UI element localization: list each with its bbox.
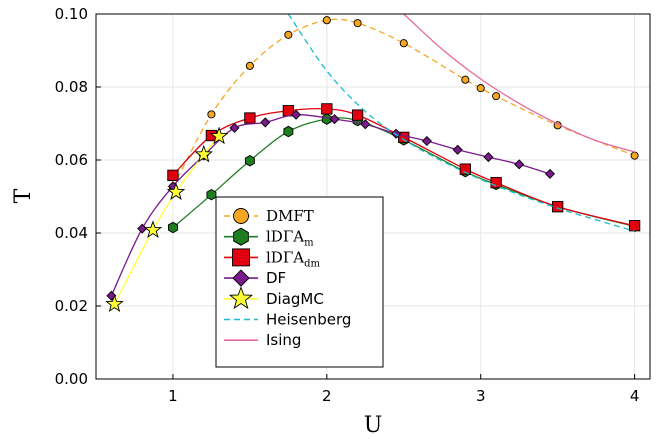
data-point-df: [360, 119, 371, 130]
data-point-dmft: [476, 84, 485, 93]
data-point-df: [421, 135, 432, 147]
legend-label-heisenberg: Heisenberg: [266, 311, 351, 329]
data-point-ld-a-m: [321, 113, 332, 125]
series-ising: [403, 14, 635, 153]
data-point-ld-a-dm: [167, 169, 179, 181]
data-point-ld-a-m: [244, 155, 255, 167]
y-tick-label: 0.10: [55, 5, 88, 23]
data-point-diagmc: [143, 220, 163, 238]
x-axis-title: U: [364, 413, 383, 438]
data-point-dmft: [245, 61, 254, 70]
data-point-ld-a-dm: [351, 109, 364, 121]
data-point-ld-a-m: [206, 188, 217, 201]
data-point-dmft: [353, 19, 362, 28]
data-point-ld-a-dm: [628, 220, 641, 232]
data-point-diagmc: [105, 294, 124, 313]
data-point-dmft: [492, 92, 501, 101]
legend-label-ld-a-dm: lDΓAdm: [266, 248, 320, 269]
data-point-df: [229, 122, 240, 133]
legend-label-subscript: dm: [304, 258, 320, 269]
data-point-diagmc: [166, 182, 186, 200]
plot-frame: [95, 13, 651, 380]
data-point-df: [514, 159, 525, 170]
data-point-dmft: [399, 39, 408, 48]
data-point-diagmc: [194, 144, 213, 163]
legend-marker-ld-a-dm: [232, 248, 250, 267]
legend-label-subscript: m: [304, 238, 314, 249]
legend-marker-ld-a-m: [233, 227, 249, 246]
data-point-ld-a-dm: [321, 103, 333, 115]
series-line-dmft: [172, 18, 635, 188]
x-tick-label: 1: [168, 387, 178, 405]
legend-label-main: lDΓA: [266, 228, 304, 246]
data-point-df: [452, 144, 463, 155]
legend-label-ld-a-m: lDΓAm: [266, 228, 314, 249]
data-point-ld-a-m: [283, 125, 294, 138]
x-tick-label: 4: [630, 387, 640, 405]
legend-marker-diagmc: [228, 286, 254, 310]
data-point-dmft: [322, 16, 331, 25]
series-diagmc: [105, 126, 229, 313]
y-tick-label: 0.00: [55, 370, 88, 388]
data-point-dmft: [630, 151, 639, 160]
legend-label-ising: Ising: [266, 331, 301, 349]
data-point-df: [291, 109, 302, 120]
y-tick-label: 0.02: [55, 297, 88, 315]
data-point-dmft: [207, 110, 216, 119]
legend-label-df: DF: [266, 269, 286, 287]
data-point-ld-a-dm: [459, 163, 471, 175]
y-axis-title: T: [11, 188, 36, 203]
data-point-df: [483, 152, 494, 163]
data-point-diagmc: [209, 126, 229, 145]
data-point-ld-a-m: [167, 221, 178, 234]
axes: 1 2 3 4 0.00 0.02 0.04 0.06 0.08 0.10: [55, 5, 640, 405]
data-point-df: [544, 168, 556, 179]
data-point-df: [260, 117, 271, 128]
series-line-heisenberg: [287, 14, 635, 232]
x-tick-label: 2: [322, 387, 332, 405]
series-heisenberg: [287, 14, 635, 232]
data-point-df: [106, 290, 117, 301]
y-tick-label: 0.04: [55, 224, 88, 242]
series-line-ising: [403, 14, 635, 153]
y-tick-label: 0.08: [55, 78, 88, 96]
legend-label-dmft: DMFT: [266, 207, 314, 225]
series-group: [105, 14, 641, 313]
data-point-ld-a-dm: [244, 112, 256, 124]
data-point-dmft: [461, 75, 470, 84]
legend-label-diagmc: DiagMC: [266, 290, 324, 308]
y-tick-label: 0.06: [55, 151, 88, 169]
legend-marker-dmft: [233, 208, 249, 224]
data-point-ld-a-dm: [490, 176, 502, 189]
data-point-ld-a-dm: [552, 201, 564, 213]
x-tick-label: 3: [476, 387, 486, 405]
data-point-df: [329, 114, 340, 125]
legend-label-main: lDΓA: [266, 248, 304, 266]
data-point-dmft: [284, 30, 293, 39]
